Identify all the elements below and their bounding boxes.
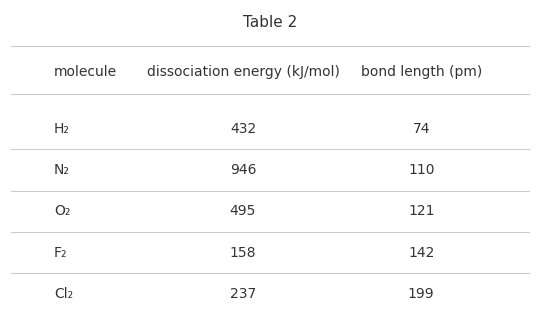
Text: molecule: molecule	[54, 65, 117, 79]
Text: dissociation energy (kJ/mol): dissociation energy (kJ/mol)	[146, 65, 340, 79]
Text: Cl₂: Cl₂	[54, 287, 73, 301]
Text: 199: 199	[408, 287, 435, 301]
Text: 237: 237	[230, 287, 256, 301]
Text: N₂: N₂	[54, 163, 70, 177]
Text: 495: 495	[230, 204, 256, 218]
Text: Table 2: Table 2	[243, 15, 297, 30]
Text: 142: 142	[408, 246, 434, 260]
Text: O₂: O₂	[54, 204, 70, 218]
Text: 74: 74	[413, 122, 430, 136]
Text: 110: 110	[408, 163, 435, 177]
Text: bond length (pm): bond length (pm)	[361, 65, 482, 79]
Text: F₂: F₂	[54, 246, 68, 260]
Text: 121: 121	[408, 204, 435, 218]
Text: H₂: H₂	[54, 122, 70, 136]
Text: 158: 158	[230, 246, 256, 260]
Text: 432: 432	[230, 122, 256, 136]
Text: 946: 946	[230, 163, 256, 177]
